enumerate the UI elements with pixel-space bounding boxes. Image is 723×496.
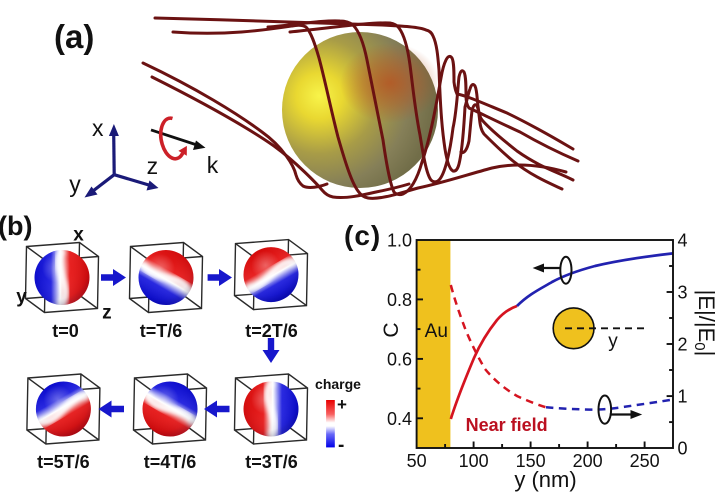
svg-text:50: 50	[407, 451, 427, 471]
svg-text:1: 1	[678, 387, 688, 407]
svg-text:0.6: 0.6	[387, 349, 412, 369]
svg-text:4: 4	[678, 231, 688, 251]
svg-text:100: 100	[459, 451, 489, 471]
svg-text:t=5T/6: t=5T/6	[37, 452, 90, 472]
svg-text:(a): (a)	[54, 18, 94, 55]
svg-text:x: x	[73, 225, 84, 246]
svg-text:1.0: 1.0	[387, 231, 412, 251]
svg-text:z: z	[102, 303, 112, 324]
svg-text:k: k	[207, 152, 219, 178]
svg-text:y: y	[16, 287, 27, 308]
svg-text:(b): (b)	[0, 211, 32, 241]
svg-text:0: 0	[678, 439, 688, 459]
svg-text:charge: charge	[315, 376, 361, 392]
svg-text:+: +	[337, 395, 347, 414]
svg-text:t=3T/6: t=3T/6	[245, 452, 298, 472]
svg-text:x: x	[92, 115, 104, 141]
svg-text:z: z	[147, 153, 159, 179]
svg-text:t=T/6: t=T/6	[140, 321, 183, 341]
svg-text:(c): (c)	[344, 220, 381, 251]
svg-text:2: 2	[678, 335, 688, 355]
svg-text:3: 3	[678, 283, 688, 303]
svg-text:0.4: 0.4	[387, 409, 412, 429]
svg-text:y (nm): y (nm)	[514, 467, 576, 492]
svg-text:t=4T/6: t=4T/6	[144, 452, 197, 472]
svg-text:-: -	[338, 435, 344, 456]
svg-text:t=0: t=0	[52, 321, 79, 341]
svg-text:y: y	[608, 331, 618, 352]
svg-text:|E|/|E0|: |E|/|E0|	[691, 290, 719, 357]
svg-text:Au: Au	[425, 321, 448, 342]
svg-text:150: 150	[516, 451, 546, 471]
svg-text:0.8: 0.8	[387, 290, 412, 310]
svg-text:y: y	[69, 171, 81, 197]
svg-text:t=2T/6: t=2T/6	[245, 321, 298, 341]
svg-text:Near field: Near field	[466, 415, 548, 435]
svg-text:250: 250	[630, 451, 660, 471]
svg-text:200: 200	[573, 451, 603, 471]
svg-text:C: C	[380, 322, 403, 337]
